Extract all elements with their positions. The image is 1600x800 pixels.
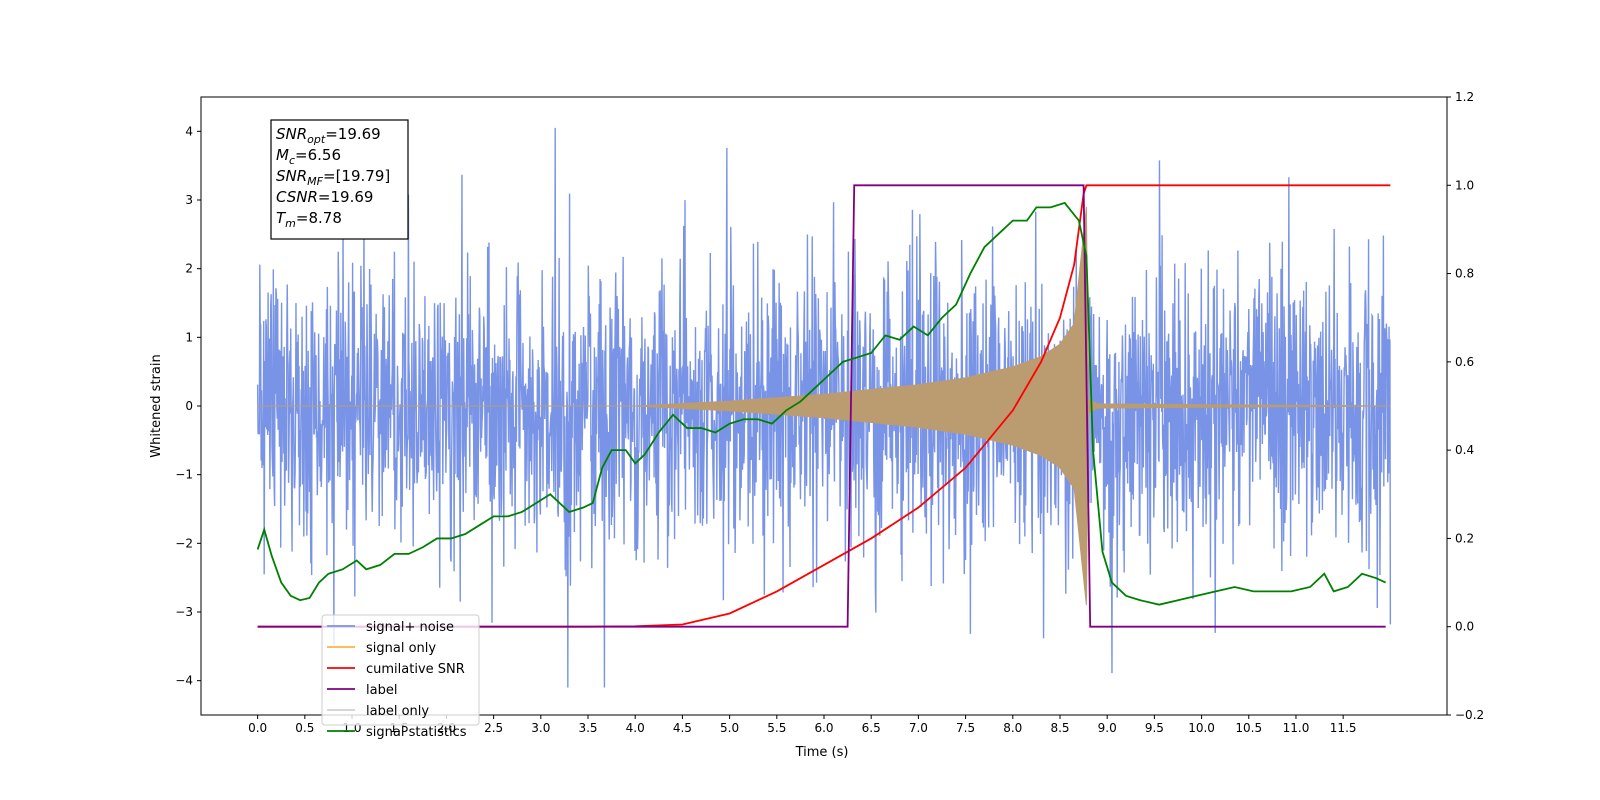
y-axis-label: Whitened strain: [149, 354, 164, 457]
x-tick-label: 5.5: [767, 721, 786, 735]
x-tick-label: 5.0: [720, 721, 739, 735]
x-tick-label: 0.5: [295, 721, 314, 735]
y2-tick-label: 0.2: [1455, 531, 1474, 545]
signal-only-series: [257, 206, 1391, 606]
y-tick-label: −3: [175, 605, 193, 619]
x-tick-label: 4.0: [626, 721, 645, 735]
x-tick-label: 9.5: [1145, 721, 1164, 735]
annotation-line: SNRMF=[19.79]: [276, 167, 390, 188]
x-tick-label: 8.5: [1050, 721, 1069, 735]
x-tick-label: 8.0: [1003, 721, 1022, 735]
y2-tick-label: 1.0: [1455, 178, 1474, 192]
legend-label-label: label: [366, 683, 397, 698]
y2-tick-label: 0.4: [1455, 443, 1474, 457]
y-tick-label: −2: [175, 536, 193, 550]
y-tick-label: −4: [175, 674, 193, 688]
x-tick-label: 3.0: [531, 721, 550, 735]
y-axis-right: −0.2 0.0 0.2 0.4 0.6 0.8 1.0 1.2: [1447, 90, 1484, 722]
x-tick-label: 7.0: [909, 721, 928, 735]
y-tick-label: 0: [185, 399, 193, 413]
y-axis-left: −4 −3 −2 −1 0 1 2 3 4: [175, 124, 201, 688]
signal-only-line: [257, 206, 1391, 606]
x-tick-label: 11.0: [1283, 721, 1310, 735]
y-tick-label: 1: [185, 330, 193, 344]
y2-tick-label: −0.2: [1455, 708, 1484, 722]
annotation-line: Tm=8.78: [276, 209, 342, 230]
metrics-annotation: SNRopt=19.69Mc=6.56SNRMF=[19.79]CSNR=19.…: [270, 119, 409, 240]
x-tick-label: 10.0: [1188, 721, 1215, 735]
legend-frame: [321, 614, 480, 726]
x-axis-label: Time (s): [795, 745, 849, 760]
y-tick-label: 3: [185, 193, 193, 207]
x-tick-label: 7.5: [956, 721, 975, 735]
legend-label-signal-only: signal only: [366, 641, 436, 656]
y2-tick-label: 0.6: [1455, 355, 1474, 369]
y2-tick-label: 0.8: [1455, 267, 1474, 281]
legend-label-signal-noise: signal+ noise: [366, 620, 454, 635]
signal-plus-noise-line: [256, 127, 1392, 688]
x-tick-label: 0.0: [248, 721, 267, 735]
cumilative-snr-line: [257, 184, 1391, 628]
x-tick-label: 6.0: [814, 721, 833, 735]
annotation-line: SNRopt=19.69: [276, 125, 381, 146]
annotation-line: Mc=6.56: [276, 146, 341, 167]
x-tick-label: 10.5: [1235, 721, 1262, 735]
x-tick-label: 3.5: [578, 721, 597, 735]
y-tick-label: 4: [185, 124, 193, 138]
legend-label-label-only: label only: [366, 704, 429, 719]
x-tick-label: 4.5: [673, 721, 692, 735]
x-tick-label: 6.5: [862, 721, 881, 735]
y2-tick-label: 0.0: [1455, 620, 1474, 634]
signal-statistics-line: [256, 201, 1387, 606]
noise-series: [256, 127, 1392, 688]
x-tick-label: 11.5: [1330, 721, 1357, 735]
legend-label-cumilative-snr: cumilative SNR: [366, 662, 465, 677]
y-tick-label: 2: [185, 262, 193, 276]
annotation-line: CSNR=19.69: [276, 188, 373, 206]
legend-label-signal-statistics: signal statistics: [366, 725, 467, 740]
right-axis-series: [256, 184, 1391, 628]
x-axis: 0.0 0.5 1.0 1.5 2.0 2.5 3.0 3.5 4.0 4.5 5.0 5.5 6.0 6…: [248, 715, 1357, 735]
label-line: [257, 184, 1386, 628]
legend: signal+ noise signal only cumilative SNR la…: [321, 614, 480, 740]
x-tick-label: 2.5: [484, 721, 503, 735]
annotation-frame: [270, 119, 409, 240]
x-tick-label: 9.0: [1098, 721, 1117, 735]
y-tick-label: −1: [175, 468, 193, 482]
y2-tick-label: 1.2: [1455, 90, 1474, 104]
